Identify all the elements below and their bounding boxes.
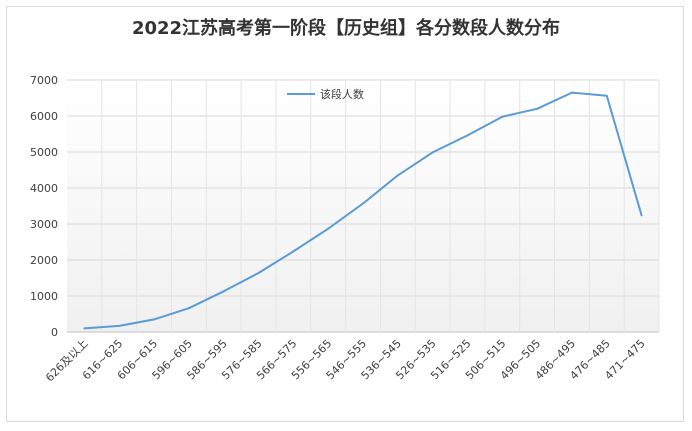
data-point <box>640 214 643 217</box>
gridlines <box>67 79 660 333</box>
data-point <box>431 151 434 154</box>
data-point <box>257 271 260 274</box>
legend-label: 该段人数 <box>320 87 364 101</box>
plot-area <box>67 80 659 332</box>
data-point <box>466 134 469 137</box>
data-point <box>327 227 330 230</box>
data-point <box>570 91 573 94</box>
y-tick-label: 3000 <box>30 218 58 231</box>
legend: 该段人数 <box>287 87 364 101</box>
data-point <box>153 318 156 321</box>
data-point <box>118 324 121 327</box>
data-point <box>501 115 504 118</box>
y-tick-label: 2000 <box>30 254 58 267</box>
y-tick-label: 6000 <box>30 110 58 123</box>
y-tick-label: 1000 <box>30 290 58 303</box>
y-tick-label: 4000 <box>30 182 58 195</box>
chart-title: 2022江苏高考第一阶段【历史组】各分数段人数分布 <box>131 18 561 39</box>
data-point <box>396 174 399 177</box>
y-tick-label: 5000 <box>30 146 58 159</box>
series-layer <box>83 91 643 330</box>
x-axis-tick-labels: 626及以上616~625606~615596~605586~595576~58… <box>43 337 648 384</box>
data-point <box>362 202 364 205</box>
data-point <box>222 290 225 293</box>
y-tick-label: 0 <box>51 326 58 339</box>
y-tick-label: 7000 <box>30 74 58 87</box>
y-axis-tick-labels: 0 1000 2000 3000 4000 5000 6000 7000 <box>30 74 58 339</box>
data-point <box>536 107 539 110</box>
data-point <box>605 94 608 97</box>
data-point <box>83 327 86 330</box>
data-point <box>292 250 295 253</box>
data-point <box>187 307 190 310</box>
